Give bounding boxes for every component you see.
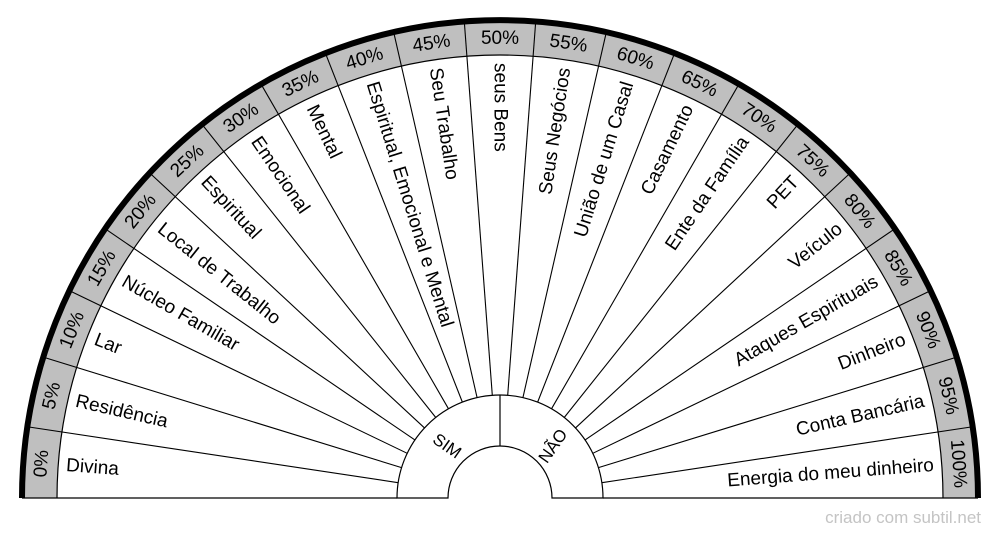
sector-divider bbox=[592, 290, 931, 454]
chart-outline bbox=[19, 17, 981, 499]
percent-label: 0% bbox=[30, 449, 53, 478]
sector-divider bbox=[522, 31, 607, 398]
band-inner-arc bbox=[56, 54, 944, 499]
sector-label: Dinheiro bbox=[835, 329, 909, 374]
sector-divider bbox=[149, 172, 425, 429]
sector-label: Espiritual bbox=[196, 172, 265, 244]
sector-divider bbox=[551, 83, 740, 410]
sector-label: Divina bbox=[65, 455, 120, 480]
sector-label: Lar bbox=[91, 329, 125, 359]
center-hub bbox=[396, 394, 604, 499]
sector-label: Seus Negócios bbox=[535, 66, 575, 195]
sector-divider bbox=[27, 426, 399, 484]
sector-divider bbox=[260, 83, 449, 410]
center-yes-no: SIM NÃO bbox=[396, 394, 604, 499]
sector-label: Residência bbox=[74, 391, 171, 432]
sector-divider bbox=[601, 426, 973, 484]
sector-divider bbox=[201, 123, 437, 418]
watermark: criado com subtil.net bbox=[825, 508, 981, 527]
sector-divider bbox=[537, 52, 676, 403]
sector-divider bbox=[43, 356, 402, 469]
sector-label: Casamento bbox=[637, 102, 698, 199]
sector-divider bbox=[463, 21, 493, 396]
sector-label: Mental bbox=[302, 102, 346, 162]
sector-divider bbox=[104, 228, 416, 441]
sector-label: Conta Bancária bbox=[794, 391, 927, 441]
sector-divider bbox=[563, 123, 799, 418]
sector-label: União de um Casal bbox=[571, 79, 639, 240]
sector-label: Veículo bbox=[785, 219, 847, 274]
percent-label: 50% bbox=[481, 28, 519, 49]
outer-arc bbox=[19, 17, 981, 499]
sector-divider bbox=[324, 52, 463, 403]
sector-divider bbox=[393, 31, 478, 398]
sector-label: Energia do meu dinheiro bbox=[727, 455, 935, 491]
sector-divider bbox=[507, 21, 537, 396]
sector-label: Emocional bbox=[246, 133, 313, 218]
sector-label: seus Bens bbox=[490, 63, 511, 152]
sector-divider bbox=[584, 228, 896, 441]
sector-divider bbox=[575, 172, 851, 429]
percent-label: 100% bbox=[946, 439, 971, 489]
sector-divider bbox=[598, 356, 957, 469]
sector-label: Seu Trabalho bbox=[425, 66, 463, 181]
sector-label: PET bbox=[763, 172, 804, 214]
sector-dividers bbox=[27, 21, 973, 484]
sector-divider bbox=[69, 290, 408, 454]
